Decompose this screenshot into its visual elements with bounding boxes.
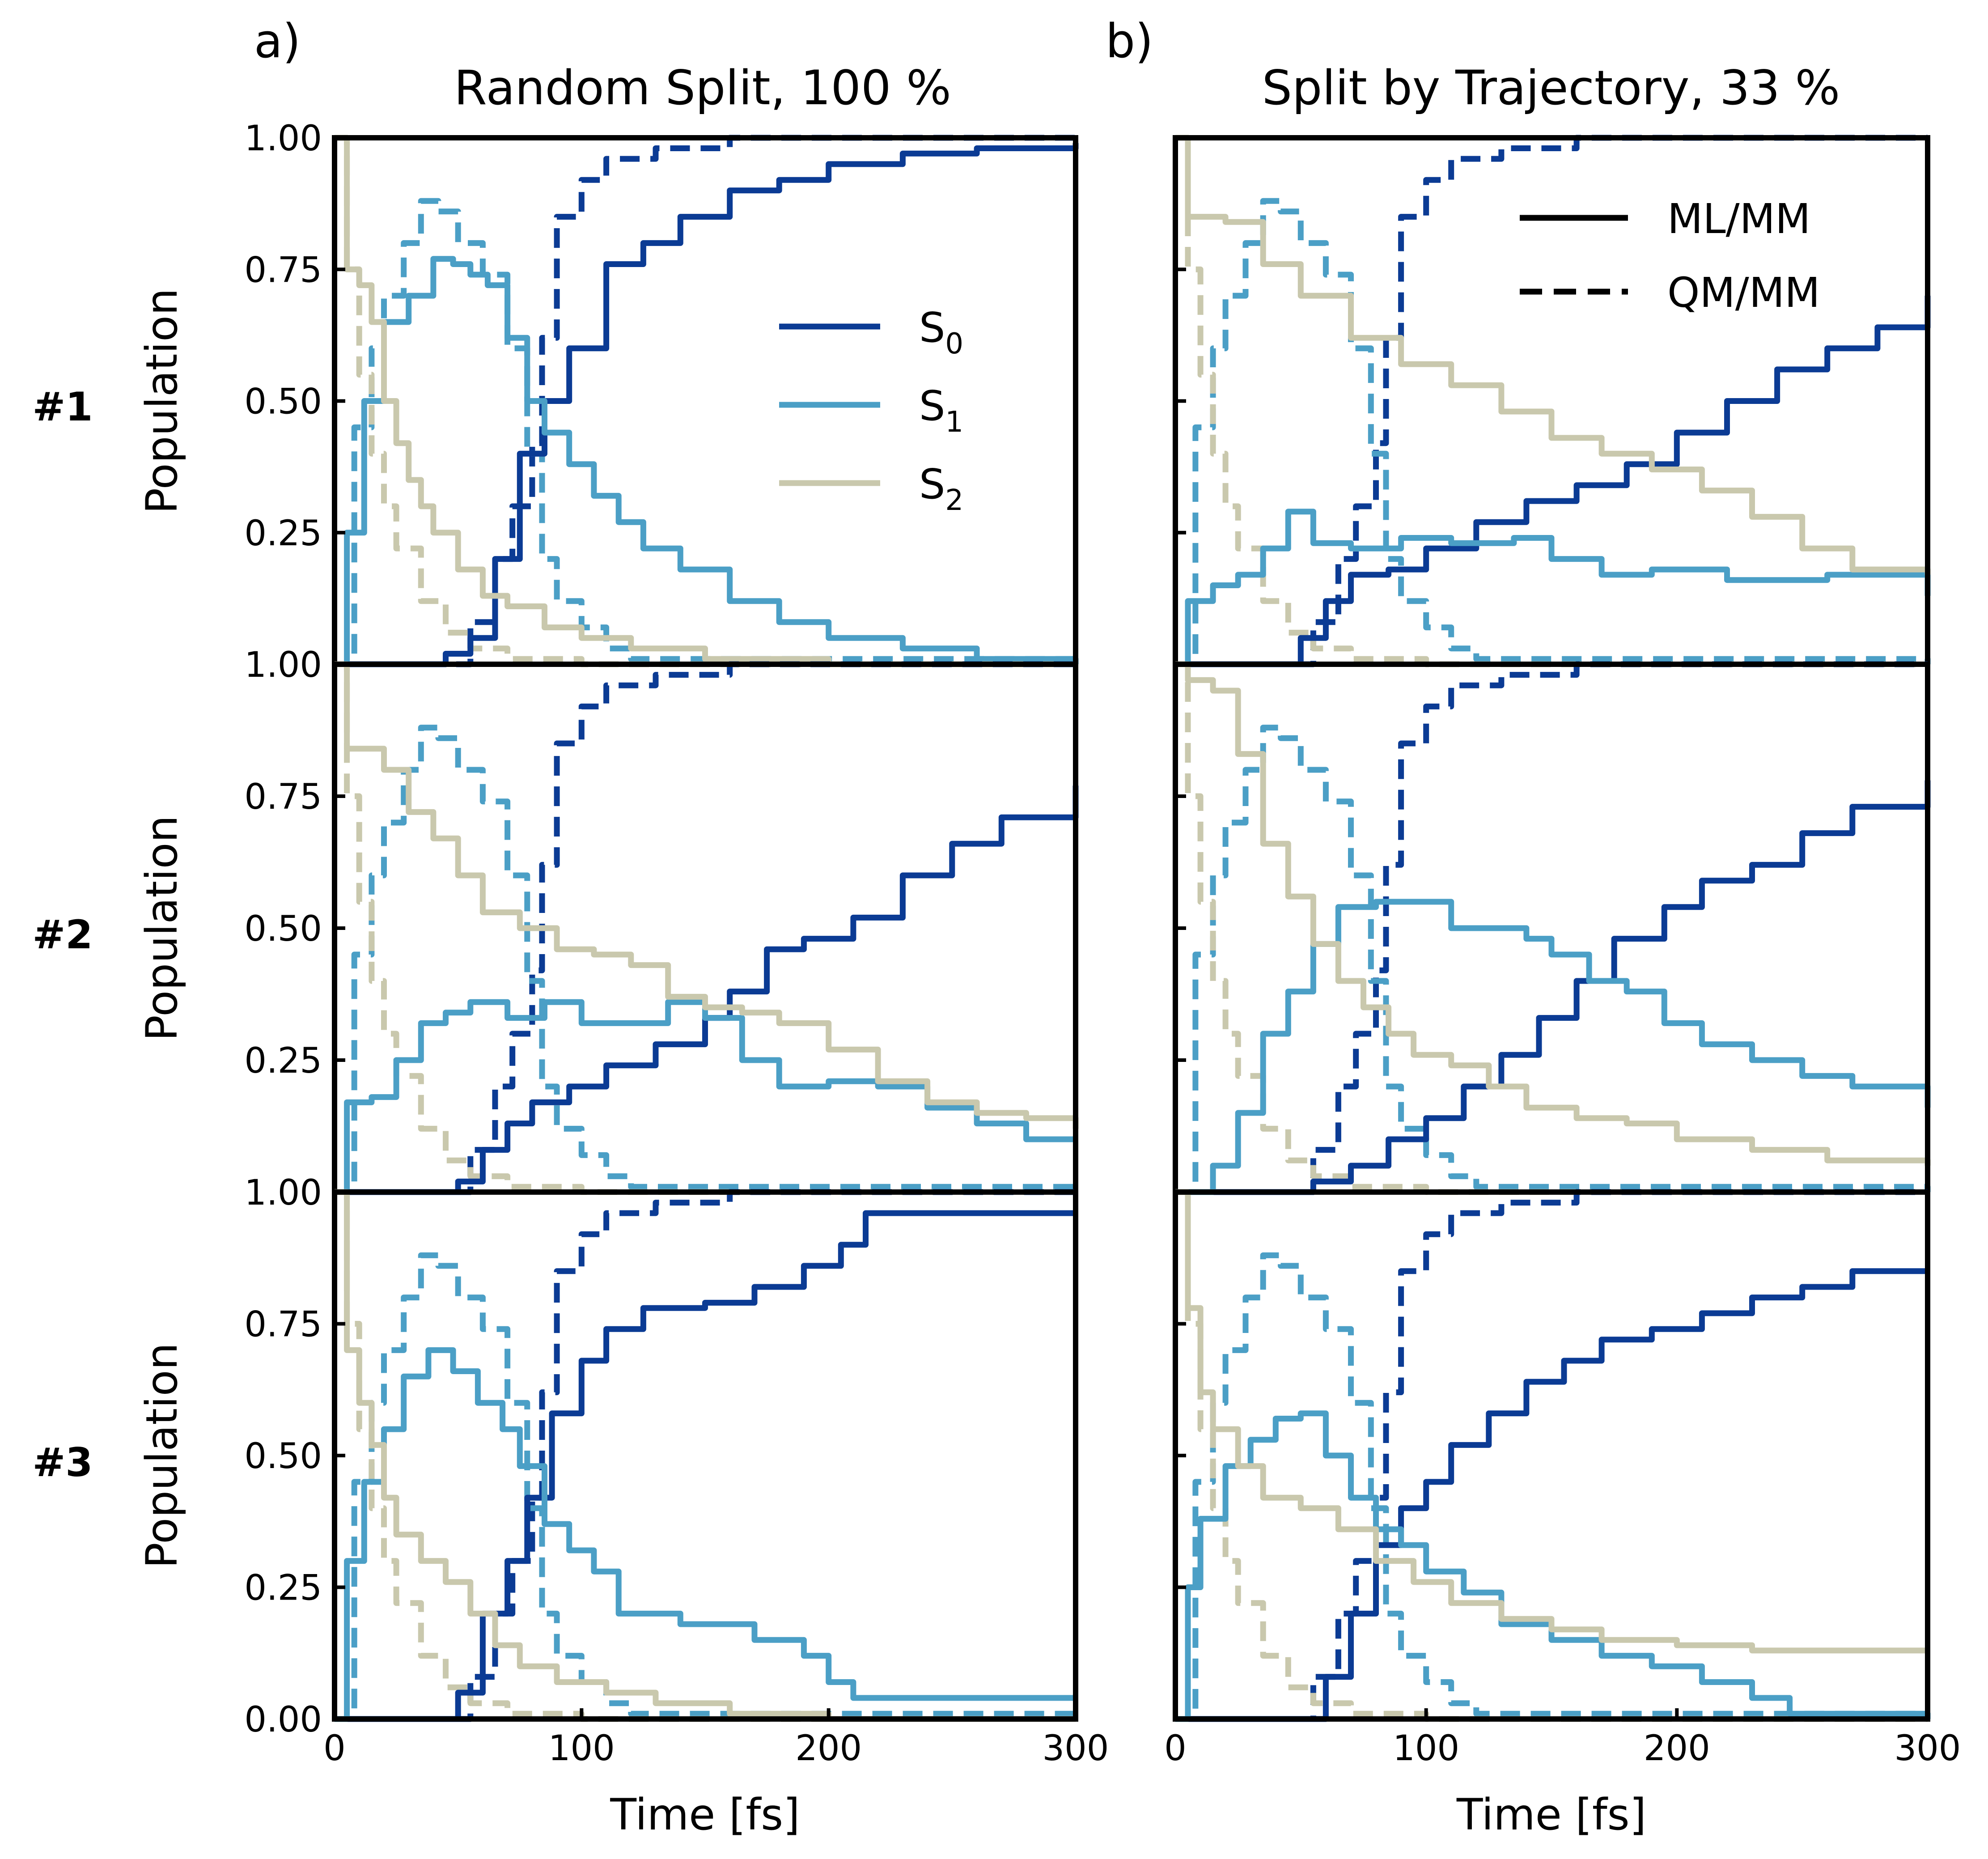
legend-dashed-label: QM/MM <box>1667 269 1820 317</box>
x-axis-label-a: Time [fs] <box>610 1790 800 1840</box>
panel-r3a <box>332 1189 1079 1722</box>
y-axis-label-r1: Population <box>137 288 187 514</box>
mlmm-s2-line-r2a <box>335 661 1079 1129</box>
mlmm-s0-line-r1a <box>335 143 1079 667</box>
qmmm-s1-line-r3a <box>335 1252 1079 1722</box>
qmmm-s0-line-r3b <box>1175 1189 1928 1722</box>
mlmm-s0-line-r1b <box>1175 296 1931 667</box>
x-tick-label-a-2: 200 <box>795 1728 862 1769</box>
y-tick-label-r3-2: 0.50 <box>244 1436 322 1477</box>
row-label-1: #1 <box>33 384 93 430</box>
plot-area: 1.00 0.75 0.50 0.25 Population 1.00 0.75 0.50 0.… <box>137 119 1961 1840</box>
mlmm-s2-line-r1a <box>335 135 1076 667</box>
mlmm-s1-line-r1a <box>335 256 1079 667</box>
qmmm-s1-line-r1b <box>1175 198 1931 667</box>
y-tick-label-r2-2: 0.50 <box>244 909 322 949</box>
legend-s0-subscript: 0 <box>945 327 963 361</box>
y-tick-label-r3-0: 1.00 <box>244 1173 322 1213</box>
x-tick-label-a-1: 100 <box>548 1728 615 1769</box>
y-tick-label-r1-1: 0.75 <box>244 250 322 290</box>
legend-s1-label: S1 <box>919 382 963 439</box>
x-axis-label-b: Time [fs] <box>1456 1790 1646 1840</box>
y-tick-label-r2-0: 1.00 <box>244 645 322 685</box>
qmmm-s2-line-r3a <box>335 1189 1076 1722</box>
y-axis-label-r2: Population <box>137 815 187 1041</box>
panel-frame-r3a <box>332 1189 1078 1722</box>
panel-r3b <box>1173 1189 1931 1722</box>
legend-solid-label: ML/MM <box>1667 195 1810 243</box>
legend-s2-label: S2 <box>919 460 963 517</box>
qmmm-s1-line-r2b <box>1175 725 1931 1195</box>
qmmm-s0-line-r1a <box>335 135 1076 667</box>
column-b-title: Split by Trajectory, 33 % <box>1262 60 1840 115</box>
y-tick-label-r2-1: 0.75 <box>244 777 322 817</box>
legend-s2-subscript: 2 <box>945 484 963 517</box>
legend-s1-subscript: 1 <box>945 406 963 439</box>
x-tick-label-b-1: 100 <box>1393 1728 1459 1769</box>
mlmm-s1-line-r3a <box>335 1347 1076 1722</box>
y-axis-label-r3: Population <box>137 1343 187 1568</box>
x-tick-label-b-0: 0 <box>1164 1728 1187 1769</box>
mlmm-s0-line-r3a <box>335 1210 1076 1722</box>
y-tick-label-r1-3: 0.25 <box>244 514 322 554</box>
y-tick-label-r3-3: 0.25 <box>244 1568 322 1609</box>
qmmm-s0-line-r2a <box>335 661 1076 1195</box>
x-tick-label-a-3: 300 <box>1043 1728 1109 1769</box>
x-tick-label-a-0: 0 <box>323 1728 346 1769</box>
mlmm-s1-line-r1b <box>1175 509 1931 667</box>
qmmm-s1-line-r2a <box>335 725 1079 1195</box>
mlmm-s2-line-r1b <box>1175 135 1931 575</box>
panel-r2b <box>1173 661 1931 1195</box>
qmmm-s2-line-r2a <box>335 661 1076 1195</box>
y-tick-label-r3-4: 0.00 <box>244 1700 322 1740</box>
y-tick-label-r1-2: 0.50 <box>244 382 322 422</box>
panel-r1a <box>332 135 1079 667</box>
mlmm-s2-line-r3a <box>335 1189 1076 1722</box>
mlmm-s1-line-r2a <box>335 999 1076 1195</box>
y-tick-label-r3-1: 0.75 <box>244 1305 322 1345</box>
legend-s0-label: S0 <box>919 304 963 361</box>
mlmm-s1-line-r2b <box>1175 899 1931 1195</box>
qmmm-s0-line-r1b <box>1175 135 1928 667</box>
qmmm-s1-line-r1a <box>335 198 1079 667</box>
column-b-letter: b) <box>1106 14 1153 68</box>
qmmm-s2-line-r2b <box>1175 661 1928 1195</box>
row-label-2: #2 <box>33 912 93 958</box>
qmmm-s0-line-r2b <box>1175 661 1928 1195</box>
y-tick-label-r2-3: 0.25 <box>244 1041 322 1081</box>
mlmm-s0-line-r2a <box>335 785 1079 1195</box>
mlmm-s0-line-r3b <box>1175 1268 1928 1722</box>
panel-r2a <box>332 661 1079 1195</box>
mlmm-s2-line-r2b <box>1175 661 1931 1166</box>
mlmm-s0-line-r2b <box>1175 780 1931 1195</box>
panel-frame-r2a <box>332 662 1078 1195</box>
row-label-3: #3 <box>33 1439 93 1486</box>
qmmm-s0-line-r3a <box>335 1189 1076 1722</box>
qmmm-s1-line-r3b <box>1175 1252 1931 1722</box>
y-tick-label-r1-0: 1.00 <box>244 119 322 159</box>
column-a-title: Random Split, 100 % <box>454 60 951 115</box>
x-tick-label-b-3: 300 <box>1895 1728 1961 1769</box>
panel-frame-r2b <box>1173 662 1930 1195</box>
mlmm-s2-line-r3b <box>1175 1189 1928 1654</box>
column-a-letter: a) <box>254 14 301 68</box>
x-tick-label-b-2: 200 <box>1644 1728 1710 1769</box>
